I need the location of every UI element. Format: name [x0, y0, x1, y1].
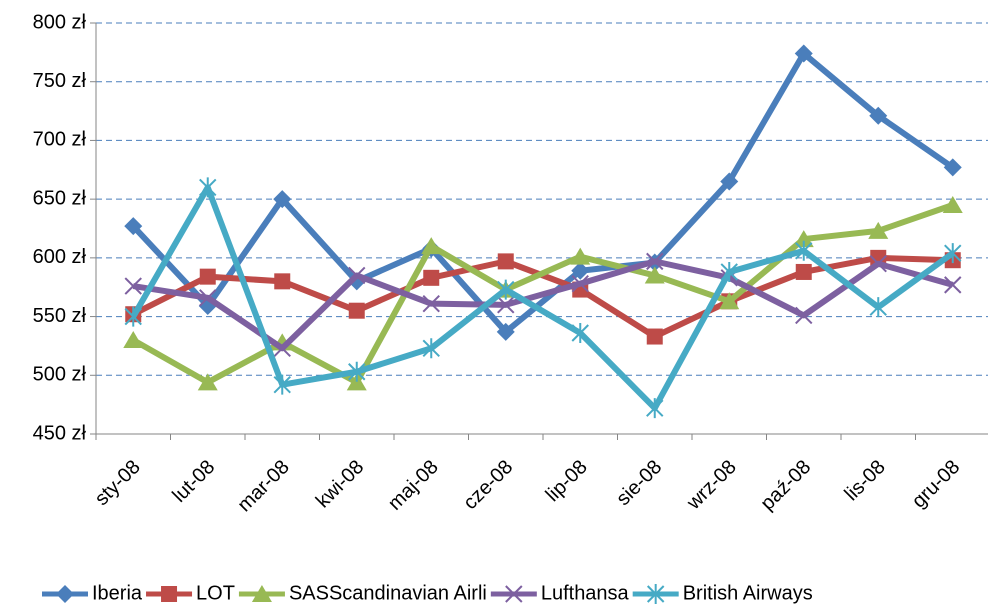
marker	[646, 398, 664, 419]
marker	[944, 243, 962, 264]
x-tick-label: lis-08	[840, 456, 889, 505]
marker	[869, 106, 888, 125]
series	[124, 177, 962, 419]
marker	[496, 322, 515, 341]
marker	[348, 266, 366, 285]
marker	[199, 289, 217, 307]
marker	[646, 252, 664, 271]
marker	[720, 172, 739, 191]
marker	[346, 373, 367, 391]
y-tick-label: 600 zł	[33, 246, 87, 268]
y-tick-label: 500 zł	[33, 364, 87, 386]
legend-label: Iberia	[92, 582, 143, 604]
x-tick-label: sty-08	[91, 456, 145, 510]
marker	[497, 296, 515, 314]
marker	[497, 253, 514, 270]
marker	[571, 261, 590, 280]
marker	[795, 306, 813, 325]
marker	[944, 276, 962, 294]
marker	[646, 328, 663, 345]
y-tick-label: 650 zł	[33, 187, 87, 209]
y-tick-label: 550 zł	[33, 305, 87, 327]
marker	[197, 373, 218, 391]
legend-label: SASScandinavian Airli	[289, 582, 487, 604]
marker	[251, 585, 272, 602]
line	[131, 50, 955, 335]
x-tick-label: lip-08	[542, 456, 592, 506]
marker	[124, 277, 142, 295]
x-tick-label: cze-08	[459, 456, 517, 514]
marker	[505, 585, 523, 603]
marker	[644, 266, 665, 284]
marker	[124, 217, 143, 236]
marker	[348, 361, 366, 382]
marker	[646, 584, 665, 604]
marker	[199, 177, 217, 198]
marker	[422, 338, 440, 359]
marker	[497, 279, 515, 300]
marker	[570, 247, 591, 265]
marker	[795, 240, 813, 261]
marker	[793, 230, 814, 248]
legend-label: LOT	[196, 582, 235, 604]
marker	[869, 255, 887, 273]
y-tick-label: 700 zł	[33, 129, 87, 151]
marker	[273, 374, 291, 395]
line	[130, 184, 955, 412]
x-tick-label: mar-08	[233, 456, 293, 516]
marker	[943, 158, 962, 177]
marker	[571, 323, 589, 344]
x-tick-label: sie-08	[612, 456, 666, 510]
marker	[273, 339, 291, 357]
marker	[423, 269, 440, 286]
marker	[56, 585, 74, 603]
marker	[794, 44, 813, 63]
y-tick-label: 450 zł	[33, 422, 87, 444]
marker	[942, 196, 963, 214]
marker	[348, 302, 365, 319]
x-tick-label: paź-08	[756, 456, 815, 515]
marker	[123, 331, 144, 349]
marker	[868, 221, 889, 239]
y-tick-label: 750 zł	[33, 70, 87, 92]
legend-label: Lufthansa	[541, 582, 630, 604]
marker	[422, 294, 440, 313]
marker	[274, 273, 291, 290]
marker	[421, 237, 442, 255]
marker	[795, 263, 812, 280]
x-tick-label: lut-08	[168, 456, 219, 507]
marker	[571, 274, 589, 293]
marker	[161, 586, 178, 602]
marker	[124, 306, 142, 327]
x-tick-label: wrz-08	[682, 456, 741, 515]
line	[132, 258, 954, 352]
marker	[273, 190, 292, 209]
x-tick-label: maj-08	[384, 456, 443, 515]
legend-label: British Airways	[683, 582, 813, 604]
marker	[720, 261, 738, 282]
marker	[719, 292, 740, 310]
marker	[869, 297, 887, 318]
x-tick-label: gru-08	[908, 456, 964, 512]
x-tick-label: kwi-08	[312, 456, 368, 512]
series	[124, 252, 962, 357]
y-tick-label: 800 zł	[33, 11, 87, 33]
marker	[199, 268, 216, 285]
